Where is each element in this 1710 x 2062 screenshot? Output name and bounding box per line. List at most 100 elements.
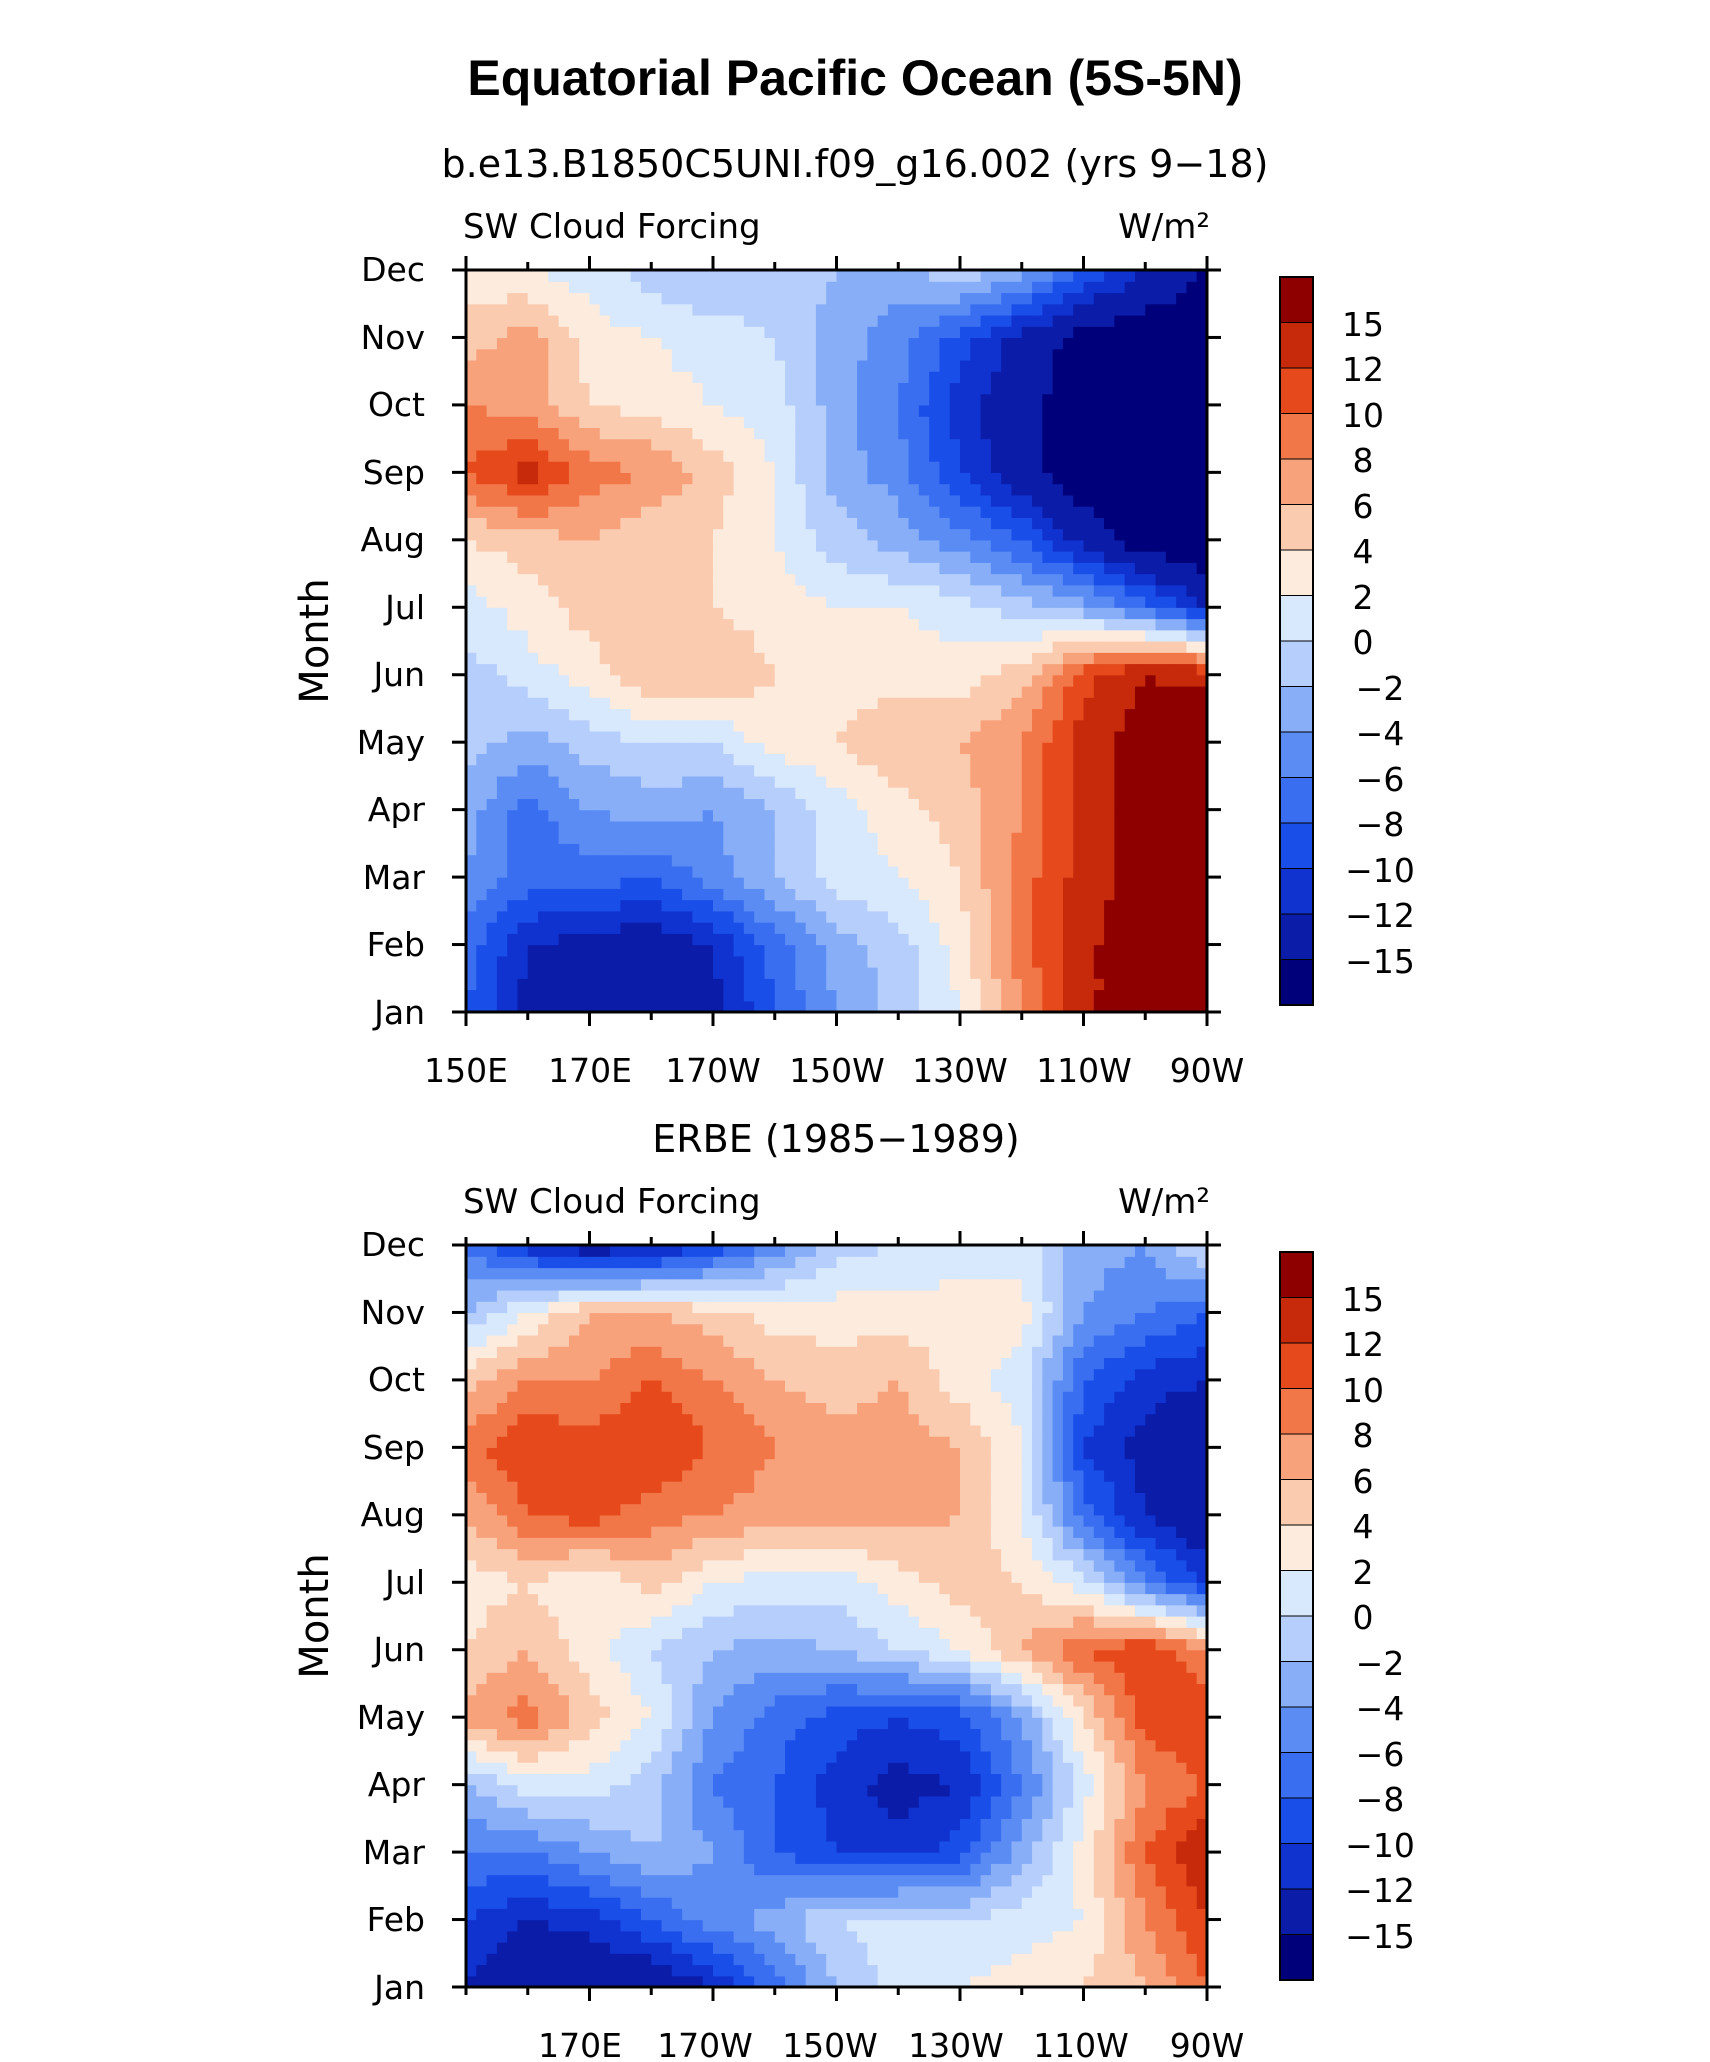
heatmap-cell bbox=[466, 629, 477, 642]
heatmap-cell bbox=[589, 303, 601, 316]
heatmap-cell bbox=[527, 326, 539, 339]
heatmap-cell bbox=[1062, 832, 1074, 844]
heatmap-cell bbox=[743, 416, 755, 428]
heatmap-cell bbox=[764, 899, 776, 912]
heatmap-cell bbox=[764, 753, 776, 766]
heatmap-cell bbox=[476, 596, 488, 608]
heatmap-cell bbox=[651, 427, 663, 440]
heatmap-cell bbox=[846, 843, 858, 856]
heatmap-cell bbox=[990, 753, 1002, 766]
heatmap-cell bbox=[1093, 506, 1105, 518]
heatmap-cell bbox=[558, 270, 570, 282]
heatmap-cell bbox=[640, 404, 652, 417]
heatmap-cell bbox=[630, 416, 642, 428]
heatmap-cell bbox=[1001, 461, 1013, 473]
heatmap-cell bbox=[579, 371, 591, 384]
heatmap-cell bbox=[599, 393, 611, 406]
heatmap-cell bbox=[990, 371, 1002, 384]
heatmap-cell bbox=[579, 573, 591, 586]
heatmap-cell bbox=[476, 719, 488, 732]
heatmap-cell bbox=[486, 697, 498, 710]
heatmap-cell bbox=[846, 618, 858, 631]
heatmap-cell bbox=[1104, 933, 1115, 946]
heatmap-cell bbox=[1104, 427, 1115, 440]
heatmap-cell bbox=[990, 933, 1002, 946]
heatmap-cell bbox=[589, 483, 601, 496]
heatmap-cell bbox=[1104, 494, 1115, 507]
heatmap-cell bbox=[887, 618, 899, 631]
heatmap-cell bbox=[990, 292, 1002, 305]
heatmap-cell bbox=[692, 382, 704, 395]
heatmap-cell bbox=[610, 719, 621, 732]
heatmap-cell bbox=[1062, 382, 1074, 395]
heatmap-cell bbox=[754, 494, 766, 507]
heatmap-cell bbox=[743, 652, 755, 665]
heatmap-cell bbox=[476, 517, 488, 530]
heatmap-cell bbox=[929, 922, 941, 934]
heatmap-cell bbox=[795, 742, 807, 755]
heatmap-cell bbox=[620, 899, 632, 912]
heatmap-cell bbox=[1011, 922, 1023, 934]
heatmap-cell bbox=[620, 955, 632, 968]
heatmap-cell bbox=[929, 854, 941, 867]
heatmap-cell bbox=[795, 596, 807, 608]
heatmap-cell bbox=[857, 775, 868, 788]
heatmap-cell bbox=[846, 989, 858, 1002]
heatmap-cell bbox=[568, 629, 580, 642]
heatmap-cell bbox=[1114, 978, 1126, 991]
heatmap-cell bbox=[1021, 427, 1033, 440]
heatmap-cell bbox=[733, 551, 745, 563]
heatmap-cell bbox=[548, 775, 560, 788]
heatmap-cell bbox=[980, 1000, 992, 1012]
heatmap-cell bbox=[857, 584, 868, 597]
heatmap-cell bbox=[558, 292, 570, 305]
heatmap-cell bbox=[1052, 854, 1064, 867]
heatmap-cell bbox=[1042, 596, 1054, 608]
heatmap-cell bbox=[805, 472, 817, 485]
heatmap-cell bbox=[1083, 888, 1095, 901]
heatmap-cell bbox=[620, 472, 632, 485]
heatmap-cell bbox=[867, 506, 879, 518]
colorbar-label: −4 bbox=[1356, 714, 1405, 753]
heatmap-cell bbox=[527, 685, 539, 698]
heatmap-cell bbox=[496, 775, 508, 788]
heatmap-cell bbox=[620, 449, 632, 462]
heatmap-cell bbox=[661, 888, 673, 901]
heatmap-cell bbox=[620, 281, 632, 294]
heatmap-cell bbox=[1196, 382, 1207, 395]
heatmap-cell bbox=[1011, 652, 1023, 665]
heatmap-cell bbox=[476, 854, 488, 867]
heatmap-cell bbox=[1073, 337, 1085, 350]
heatmap-cell bbox=[1134, 888, 1146, 901]
heatmap-cell bbox=[980, 382, 992, 395]
heatmap-cell bbox=[898, 967, 910, 979]
heatmap-cell bbox=[527, 618, 539, 631]
heatmap-cell bbox=[990, 281, 1002, 294]
heatmap-cell bbox=[1062, 764, 1074, 777]
heatmap-cell bbox=[568, 663, 580, 676]
heatmap-cell bbox=[929, 573, 941, 586]
heatmap-cell bbox=[558, 461, 570, 473]
heatmap-cell bbox=[929, 607, 941, 620]
heatmap-cell bbox=[754, 528, 766, 541]
heatmap-cell bbox=[795, 562, 807, 575]
heatmap-cell bbox=[507, 371, 519, 384]
heatmap-cell bbox=[682, 1975, 694, 1987]
heatmap-cell bbox=[1186, 562, 1198, 575]
heatmap-cell bbox=[610, 438, 621, 451]
heatmap-cell bbox=[815, 955, 827, 968]
heatmap-cell bbox=[980, 539, 992, 552]
heatmap-cell bbox=[949, 854, 961, 867]
heatmap-cell bbox=[785, 775, 796, 788]
heatmap-cell bbox=[826, 888, 838, 901]
heatmap-cell bbox=[754, 629, 766, 642]
heatmap-cell bbox=[908, 1964, 920, 1977]
heatmap-cell bbox=[517, 596, 529, 608]
heatmap-cell bbox=[682, 708, 694, 721]
heatmap-cell bbox=[795, 967, 807, 979]
x-tick-label: 150W bbox=[789, 1051, 885, 1090]
heatmap-cell bbox=[929, 371, 941, 384]
heatmap-cell bbox=[661, 641, 673, 653]
heatmap-cell bbox=[990, 730, 1002, 743]
heatmap-cell bbox=[661, 933, 673, 946]
